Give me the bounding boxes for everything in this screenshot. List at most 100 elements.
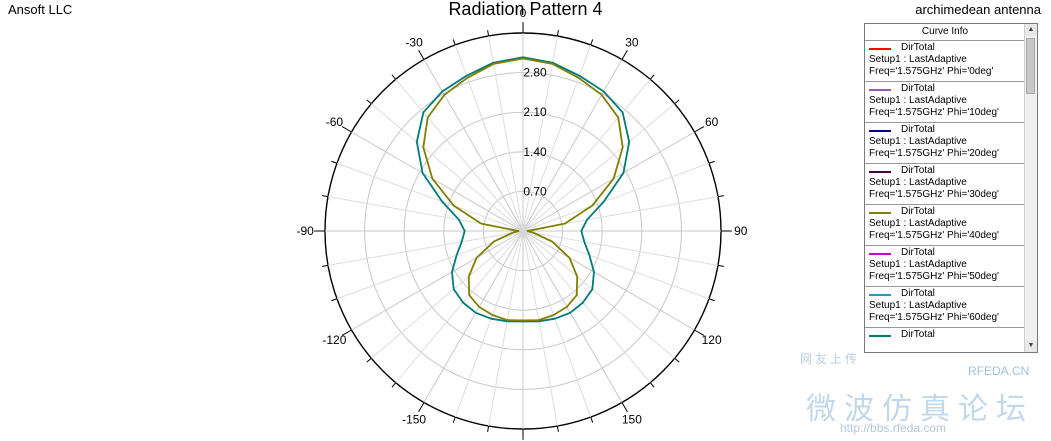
legend-scrollbar[interactable]: ▲ ▼ <box>1024 24 1037 352</box>
grid-spoke <box>454 230 524 418</box>
design-name-label: archimedean antenna <box>915 2 1041 17</box>
radial-tick-label: 0.70 <box>523 184 547 198</box>
angle-label: 120 <box>702 333 722 347</box>
legend-entry[interactable]: DirTotal Setup1 : LastAdaptive Freq='1.575… <box>865 41 1025 82</box>
legend-swatch <box>869 294 891 296</box>
legend-freq-text: Freq='1.575GHz' Phi='60deg' <box>869 312 999 323</box>
grid-spoke <box>522 103 675 232</box>
angle-tick-mark <box>487 425 490 432</box>
grid-spoke <box>522 79 651 232</box>
grid-spoke <box>395 230 524 383</box>
angle-label: 150 <box>622 413 642 427</box>
angle-tick-mark <box>418 402 425 413</box>
legend-entry[interactable]: DirTotal <box>865 328 1025 352</box>
legend-freq-text: Freq='1.575GHz' Phi='20deg' <box>869 148 999 159</box>
radial-tick-label: 2.80 <box>523 66 547 80</box>
grid-spoke <box>522 230 558 427</box>
angle-label: -90 <box>297 224 315 238</box>
legend-entry[interactable]: DirTotal Setup1 : LastAdaptive Freq='1.575… <box>865 82 1025 123</box>
vendor-label: Ansoft LLC <box>8 2 73 17</box>
grid-spoke <box>351 131 524 232</box>
angle-tick-mark <box>322 264 329 267</box>
angle-label: -30 <box>405 35 423 49</box>
angle-tick-mark <box>674 99 680 105</box>
grid-spoke <box>522 162 710 232</box>
grid-spoke <box>336 162 524 232</box>
angle-tick-mark <box>556 30 559 37</box>
angle-tick-mark <box>590 416 594 423</box>
watermark-url: http://bbs.rfeda.com <box>840 421 947 435</box>
grid-spoke <box>522 230 675 359</box>
grid-spoke <box>522 230 623 403</box>
grid-spoke <box>522 131 695 232</box>
legend-setup-text: Setup1 : LastAdaptive <box>869 177 967 188</box>
watermark-site: RFEDA.CN <box>968 364 1030 378</box>
legend-entry[interactable]: DirTotal Setup1 : LastAdaptive Freq='1.575… <box>865 205 1025 246</box>
grid-spoke <box>488 35 524 232</box>
angle-tick-mark <box>487 30 490 37</box>
angle-tick-mark <box>621 402 628 413</box>
angle-tick-mark <box>694 126 705 133</box>
grid-spoke <box>423 230 524 403</box>
angle-tick-mark <box>331 298 338 302</box>
legend-freq-text: Freq='1.575GHz' Phi='30deg' <box>869 189 999 200</box>
angle-tick-mark <box>366 99 372 105</box>
angle-tick-mark <box>418 49 425 60</box>
angle-label: 30 <box>625 35 639 49</box>
angle-tick-mark <box>708 298 715 302</box>
scroll-thumb[interactable] <box>1026 38 1035 94</box>
angle-label: -120 <box>322 333 346 347</box>
legend-entry[interactable]: DirTotal Setup1 : LastAdaptive Freq='1.575… <box>865 246 1025 287</box>
curve-info-legend[interactable]: Curve Info DirTotal Setup1 : LastAdaptive… <box>864 23 1038 353</box>
legend-entry[interactable]: DirTotal Setup1 : LastAdaptive Freq='1.575… <box>865 287 1025 328</box>
grid-spoke <box>371 103 524 232</box>
angle-tick-mark <box>694 329 705 336</box>
legend-setup-text: Setup1 : LastAdaptive <box>869 218 967 229</box>
angle-tick-mark <box>708 160 715 164</box>
pattern-curve-1 <box>422 57 624 322</box>
legend-setup-text: Setup1 : LastAdaptive <box>869 136 967 147</box>
legend-setup-text: Setup1 : LastAdaptive <box>869 95 967 106</box>
legend-freq-text: Freq='1.575GHz' Phi='50deg' <box>869 271 999 282</box>
angle-tick-mark <box>556 425 559 432</box>
grid-spoke <box>522 230 695 331</box>
legend-entry[interactable]: DirTotal Setup1 : LastAdaptive Freq='1.575… <box>865 123 1025 164</box>
legend-swatch <box>869 89 891 91</box>
grid-spoke <box>371 230 524 359</box>
legend-setup-text: Setup1 : LastAdaptive <box>869 300 967 311</box>
legend-entry[interactable]: DirTotal Setup1 : LastAdaptive Freq='1.575… <box>865 164 1025 205</box>
grid-spoke <box>423 59 524 232</box>
legend-list: DirTotal Setup1 : LastAdaptive Freq='1.575… <box>865 41 1025 352</box>
watermark-forum: 微波仿真论坛 <box>806 392 1034 427</box>
legend-swatch <box>869 212 891 214</box>
angle-tick-mark <box>621 49 628 60</box>
grid-spoke <box>327 230 524 266</box>
legend-swatch <box>869 48 891 50</box>
angle-tick-mark <box>331 160 338 164</box>
grid-spoke <box>395 79 524 232</box>
angle-tick-mark <box>590 39 594 46</box>
scroll-up-icon[interactable]: ▲ <box>1025 24 1037 36</box>
angle-tick-mark <box>391 382 397 388</box>
angle-label: 90 <box>734 224 748 238</box>
grid-spoke <box>522 230 592 418</box>
angle-tick-mark <box>674 357 680 363</box>
legend-series-name: DirTotal <box>901 124 935 135</box>
scroll-down-icon[interactable]: ▼ <box>1025 340 1037 352</box>
legend-swatch <box>869 335 891 337</box>
angle-tick-mark <box>341 126 352 133</box>
legend-swatch <box>869 171 891 173</box>
angle-tick-mark <box>717 195 724 198</box>
legend-series-name: DirTotal <box>901 206 935 217</box>
angle-tick-mark <box>366 357 372 363</box>
legend-header: Curve Info <box>865 24 1025 41</box>
legend-series-name: DirTotal <box>901 329 935 340</box>
angle-tick-mark <box>341 329 352 336</box>
legend-swatch <box>869 130 891 132</box>
angle-tick-mark <box>452 39 456 46</box>
legend-series-name: DirTotal <box>901 42 935 53</box>
angle-tick-mark <box>717 264 724 267</box>
watermark-upload: 网友上传 <box>800 352 861 366</box>
grid-spoke <box>522 230 719 266</box>
